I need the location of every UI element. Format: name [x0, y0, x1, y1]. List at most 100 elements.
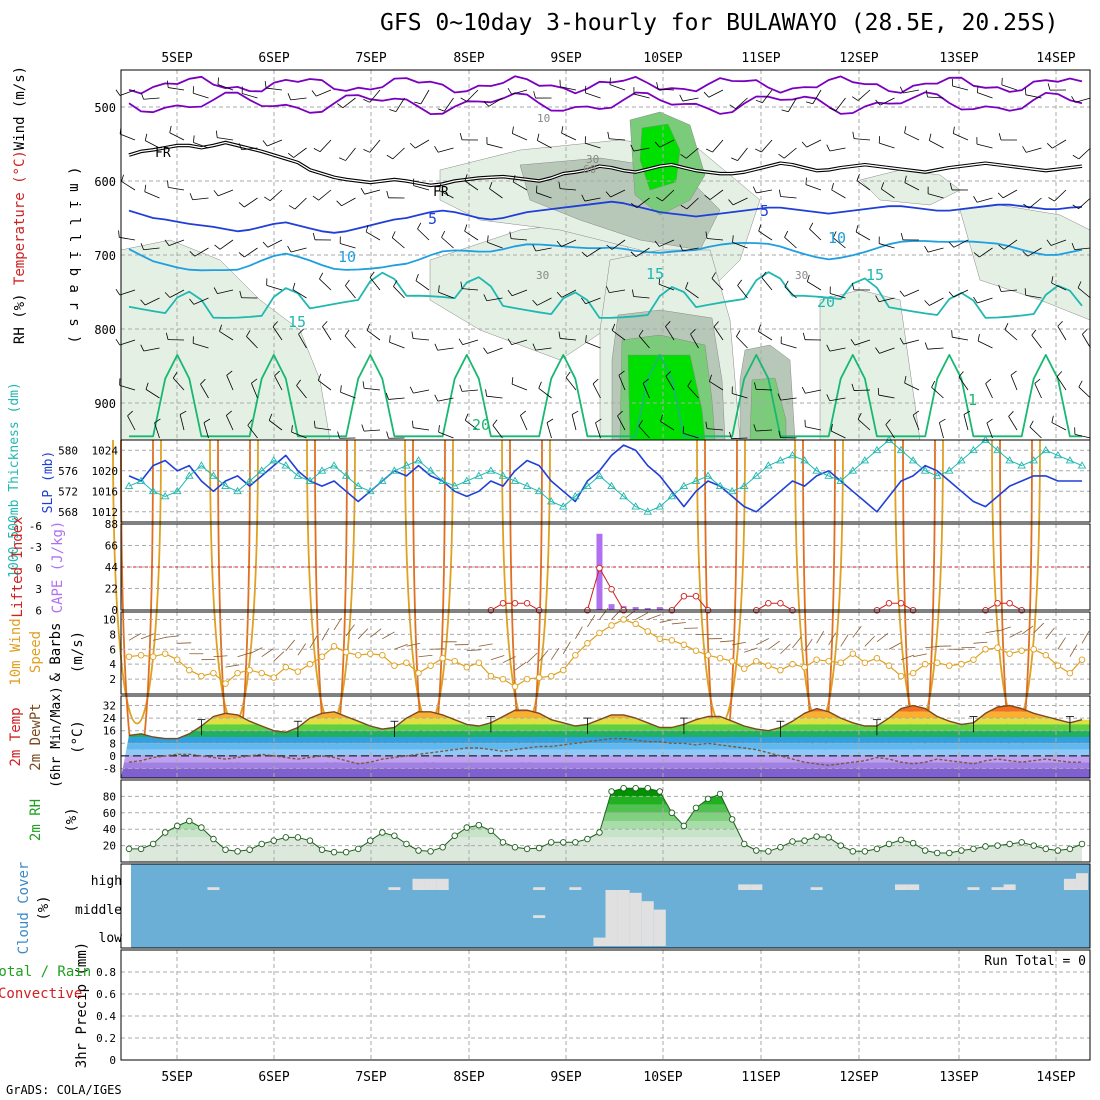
wind-barb — [804, 638, 813, 651]
y-tick-label: 8 — [109, 628, 116, 641]
temp-band — [121, 749, 1090, 756]
wind-barb — [973, 196, 978, 203]
wind-barb — [366, 330, 381, 341]
wind-barb — [611, 323, 616, 331]
wind-barb — [571, 410, 579, 415]
wind-barb — [118, 230, 120, 238]
wind-barb — [756, 429, 773, 432]
wind-barb — [1046, 143, 1053, 149]
wind-barb — [976, 143, 993, 149]
thickness-marker — [269, 456, 279, 464]
thickness-marker — [607, 481, 616, 490]
wind-barb — [420, 89, 430, 105]
wind-barb — [369, 139, 381, 153]
wind-speed-marker — [656, 635, 664, 643]
lifted-index-marker — [680, 592, 688, 600]
y-tick-label: 0 — [109, 1054, 116, 1067]
wind-barb — [931, 380, 936, 388]
wind-barb — [732, 235, 734, 243]
wind-barb — [535, 247, 552, 252]
rh-marker — [222, 846, 229, 853]
wind-barb — [225, 415, 234, 431]
wind-barb — [200, 383, 209, 399]
wind-barb — [115, 338, 121, 346]
wind-barb — [340, 391, 356, 399]
wind-barb — [444, 97, 454, 112]
wind-barb — [121, 174, 124, 182]
wind-barb — [274, 370, 280, 377]
wind-barb — [247, 419, 253, 426]
thickness-marker — [1029, 456, 1039, 464]
wind-barb — [154, 418, 161, 424]
wind-barb — [1025, 94, 1042, 99]
wind-barb — [312, 232, 316, 240]
wind-barb — [366, 323, 371, 331]
wind-barb — [985, 383, 993, 399]
wind-barb — [511, 89, 528, 95]
wind-barb — [611, 609, 622, 620]
wind-frame — [120, 611, 1091, 695]
wind-barb — [237, 652, 252, 658]
wind-barb — [165, 635, 180, 638]
y-tick-label: 6 — [109, 643, 116, 656]
thickness-marker — [281, 461, 291, 469]
rh-marker — [632, 784, 639, 792]
wind-barb — [1023, 203, 1030, 209]
wind-barb — [342, 97, 356, 109]
wind-barb — [213, 190, 219, 197]
wind-barb — [434, 145, 439, 153]
wind-barb — [680, 204, 688, 210]
y-axis-label: CAPE (J/kg) — [50, 521, 66, 614]
wind-speed-marker — [933, 659, 941, 666]
rh-marker — [367, 837, 374, 844]
thickness-marker — [450, 481, 459, 490]
wind-barb — [213, 287, 218, 294]
wind-barb — [502, 656, 516, 664]
wind-barb — [333, 617, 342, 631]
wind-barb — [492, 425, 503, 439]
wind-barb — [812, 89, 822, 104]
wind-barb — [654, 240, 660, 247]
wind-barb — [268, 420, 283, 431]
thickness-marker — [353, 481, 363, 490]
wind-barb — [388, 397, 405, 400]
slp-frame — [120, 439, 1091, 523]
wind-barb — [899, 337, 904, 345]
wind-barb — [828, 632, 837, 646]
wind-barb — [1051, 415, 1054, 423]
y-tick-label: 8 — [109, 737, 116, 750]
wind-barb — [683, 432, 699, 439]
rh-marker — [933, 849, 941, 857]
wind-speed-marker — [282, 663, 290, 671]
wind-barb — [680, 153, 687, 159]
lifted-index-line — [586, 567, 625, 611]
wind-barb — [486, 297, 503, 302]
wind-barb — [565, 377, 577, 391]
wind-barb — [357, 628, 369, 640]
wind-barb — [973, 296, 978, 304]
wind-barb — [704, 194, 711, 200]
wind-barb — [924, 245, 929, 253]
rh-marker — [921, 847, 929, 854]
wind-barb — [364, 387, 381, 391]
y-tick-label: 700 — [94, 249, 116, 263]
rh-marker — [765, 848, 772, 855]
wind-barb — [647, 614, 662, 620]
wind-barb — [656, 82, 659, 90]
wind-barb — [251, 378, 258, 384]
thickness-marker — [703, 471, 713, 479]
rh-marker — [234, 848, 241, 855]
wind-barb — [985, 378, 992, 384]
wind-barb — [758, 224, 762, 232]
wind-barb — [736, 336, 748, 349]
y-axis-label-right: ( m i l l i b a r s ) — [66, 166, 82, 343]
cloud-cell — [1003, 884, 1016, 890]
wind-barb — [526, 652, 538, 663]
wind-barb — [321, 628, 330, 641]
wind-barb — [875, 99, 881, 106]
wind-barb — [665, 326, 675, 341]
wind-barb — [217, 189, 234, 197]
wind-barb — [658, 88, 675, 91]
wind-speed-marker — [632, 620, 639, 628]
contour-label: 30 — [586, 153, 599, 166]
